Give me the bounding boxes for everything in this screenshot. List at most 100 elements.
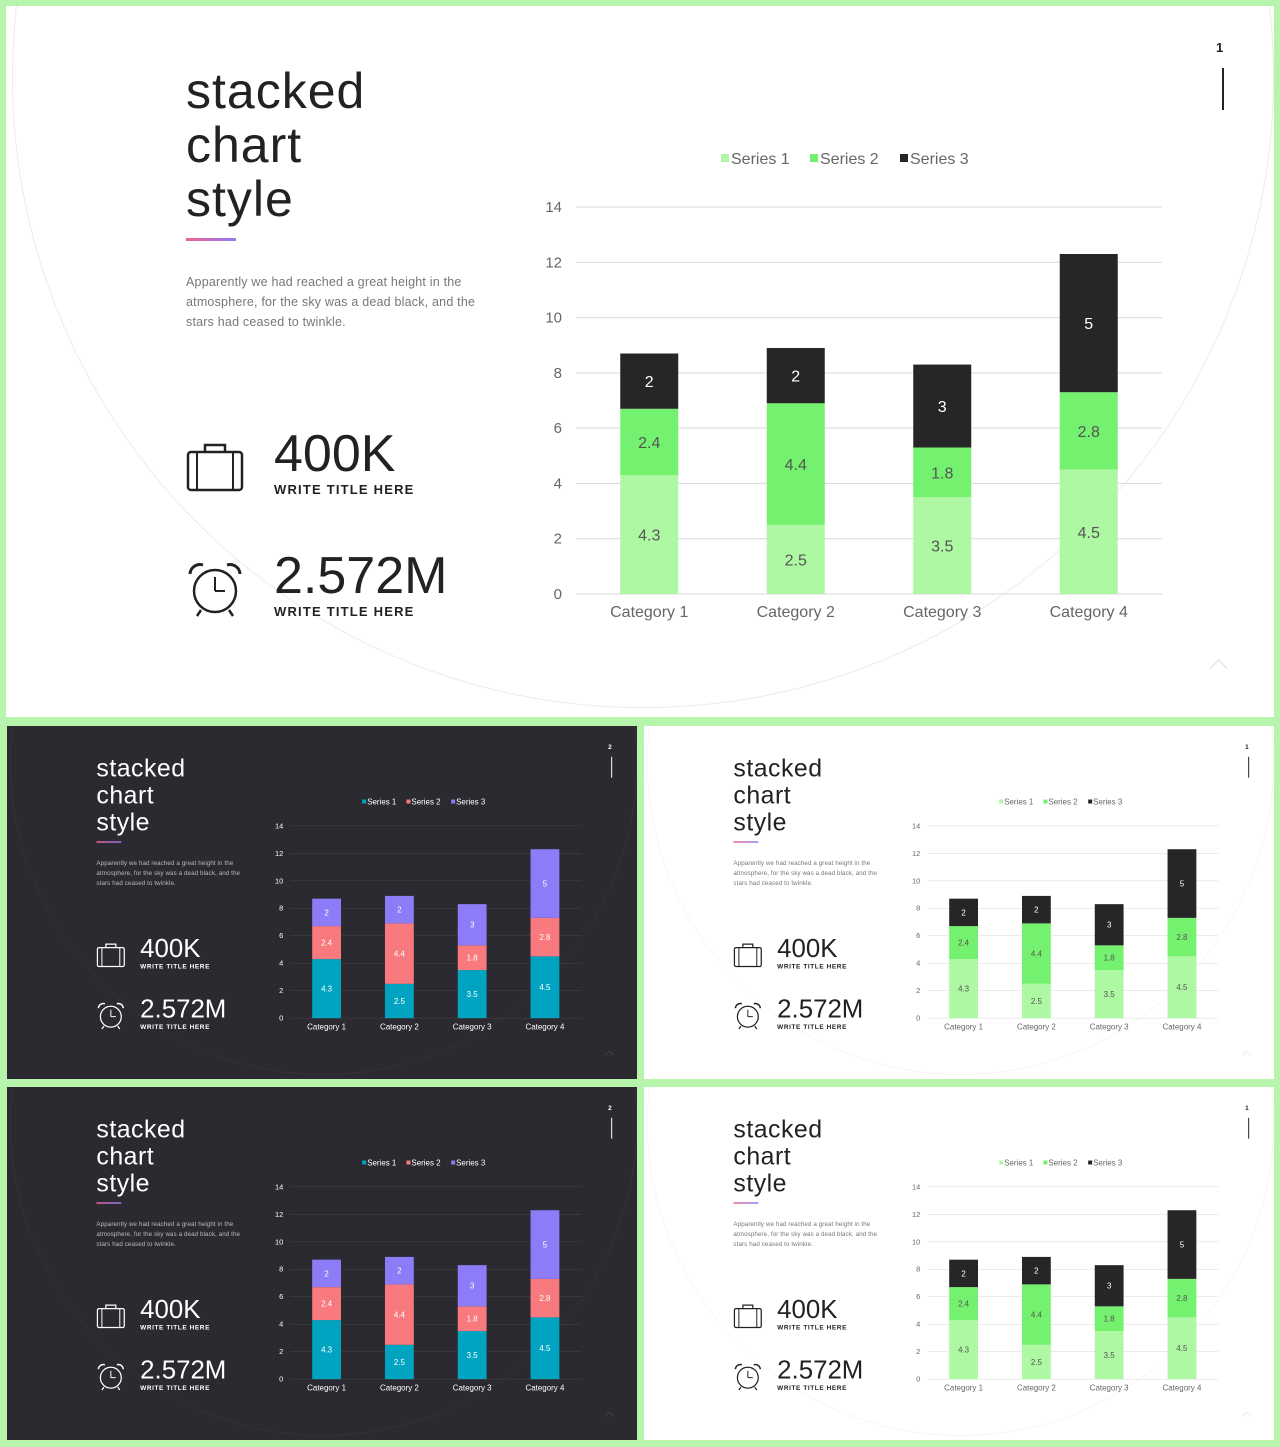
legend-swatch [1088,799,1093,804]
bar-segment [530,956,560,1019]
bar-segment [949,1259,979,1288]
bar-segment [384,983,414,1019]
y-tick-label: 4 [916,959,920,968]
page-indicator-bar [611,1117,613,1139]
data-label: 1.8 [467,1315,479,1324]
bar-segment [530,917,560,957]
stacked-bar-chart: 0 2 4 6 8 10 12 14 Series 1 Series 2 Series 3 4.3 2.… [265,791,593,1039]
chart-svg: 0 2 4 6 8 10 12 14 Series 1 Series 2 Series 3 4.3 2.… [275,798,582,1032]
slide-4[interactable]: stacked chart style Apparently we had re… [7,1087,637,1440]
legend-label: Series 2 [411,798,441,807]
bar-segment [457,945,487,971]
slide-2[interactable]: stacked chart style Apparently we had re… [7,726,637,1079]
bar-segment [949,1287,979,1321]
page-number: 1 [1245,1103,1249,1112]
bar-segment [1021,1256,1051,1285]
data-label: 2 [324,908,329,917]
bar-segment [1167,1317,1197,1380]
legend-label: Series 3 [456,798,486,807]
title-line: stacked [96,1115,186,1144]
legend-label: Series 2 [1048,1159,1078,1168]
legend-label: Series 3 [1093,798,1123,807]
x-tick-label: Category 3 [453,1023,492,1032]
briefcase-icon [96,943,125,968]
title-underline [96,841,122,843]
alarm-clock-icon [734,1002,762,1030]
data-label: 2.4 [321,1300,333,1309]
y-tick-label: 2 [279,986,283,995]
stat-value: 2.572M [274,547,448,605]
stat-label: WRITE TITLE HERE [777,1384,847,1392]
data-label: 2.8 [539,933,551,942]
data-label: 4.4 [394,1311,406,1320]
stat-value: 2.572M [777,1355,864,1385]
slide-3[interactable]: stacked chart style Apparently we had re… [644,726,1274,1079]
x-tick-label: Category 4 [526,1023,565,1032]
bar-segment [1021,983,1051,1019]
bar-segment [913,497,972,594]
data-label: 1.8 [931,465,953,482]
data-label: 2.5 [785,552,807,569]
bar-segment [312,1320,342,1380]
stat-value: 2.572M [140,994,227,1024]
chevron-up-icon [1209,659,1228,678]
x-tick-label: Category 1 [307,1023,346,1032]
bar-segment [949,898,979,927]
page-number: 2 [608,1103,612,1112]
description-text: Apparently we had reached a great height… [733,859,878,887]
data-label: 1.8 [467,954,479,963]
bar-segment [312,898,342,927]
legend-label: Series 1 [1004,1159,1034,1168]
bar-segment [457,1331,487,1380]
title-line: style [96,807,150,836]
bar-segment [1021,895,1051,924]
slide-title: stacked chart style [186,64,365,226]
title-line: chart [733,781,792,809]
data-label: 3.5 [1104,990,1116,999]
description-text: Apparently we had reached a great height… [733,1220,878,1248]
data-label: 2.8 [1176,1294,1188,1303]
legend-swatch [362,799,367,804]
y-tick-label: 14 [912,821,920,830]
y-tick-label: 10 [912,1237,920,1246]
y-tick-label: 0 [279,1375,283,1384]
data-label: 2 [397,906,402,915]
data-label: 3 [470,1282,475,1291]
data-label: 4.4 [394,950,406,959]
y-tick-label: 10 [912,876,920,885]
title-underline [733,841,759,843]
slide-title: stacked chart style [96,755,185,835]
slide-5[interactable]: stacked chart style Apparently we had re… [644,1087,1274,1440]
slide-1[interactable]: stacked chart style Apparently we had re… [6,6,1274,717]
bar-segment [1167,917,1197,957]
data-label: 4.3 [958,1346,970,1355]
legend-label: Series 1 [367,1159,397,1168]
title-line: stacked [186,63,366,119]
y-tick-label: 0 [916,1014,920,1023]
data-label: 2.4 [321,939,333,948]
bar-segment [1021,923,1051,984]
bar-segment [620,353,679,409]
bar-segment [1059,469,1118,594]
data-label: 4.4 [1031,950,1043,959]
legend-label: Series 1 [1004,798,1034,807]
bar-segment [1167,1210,1197,1279]
data-label: 2 [645,374,654,391]
y-tick-label: 14 [912,1182,920,1191]
page-number: 1 [1216,40,1224,55]
data-label: 5 [1180,1241,1185,1250]
data-label: 3.5 [467,1351,479,1360]
bar-segment [1094,904,1124,946]
stat-value: 2.572M [140,1355,227,1385]
legend-swatch [721,154,729,162]
bar-segment [530,849,560,918]
data-label: 4.3 [958,985,970,994]
bar-segment [384,1284,414,1345]
bar-segment [312,926,342,960]
data-label: 5 [1084,316,1093,333]
title-underline [733,1202,759,1204]
title-line: stacked [96,754,186,783]
bar-segment [620,408,679,476]
data-label: 2.4 [638,435,660,452]
title-line: style [733,807,787,836]
